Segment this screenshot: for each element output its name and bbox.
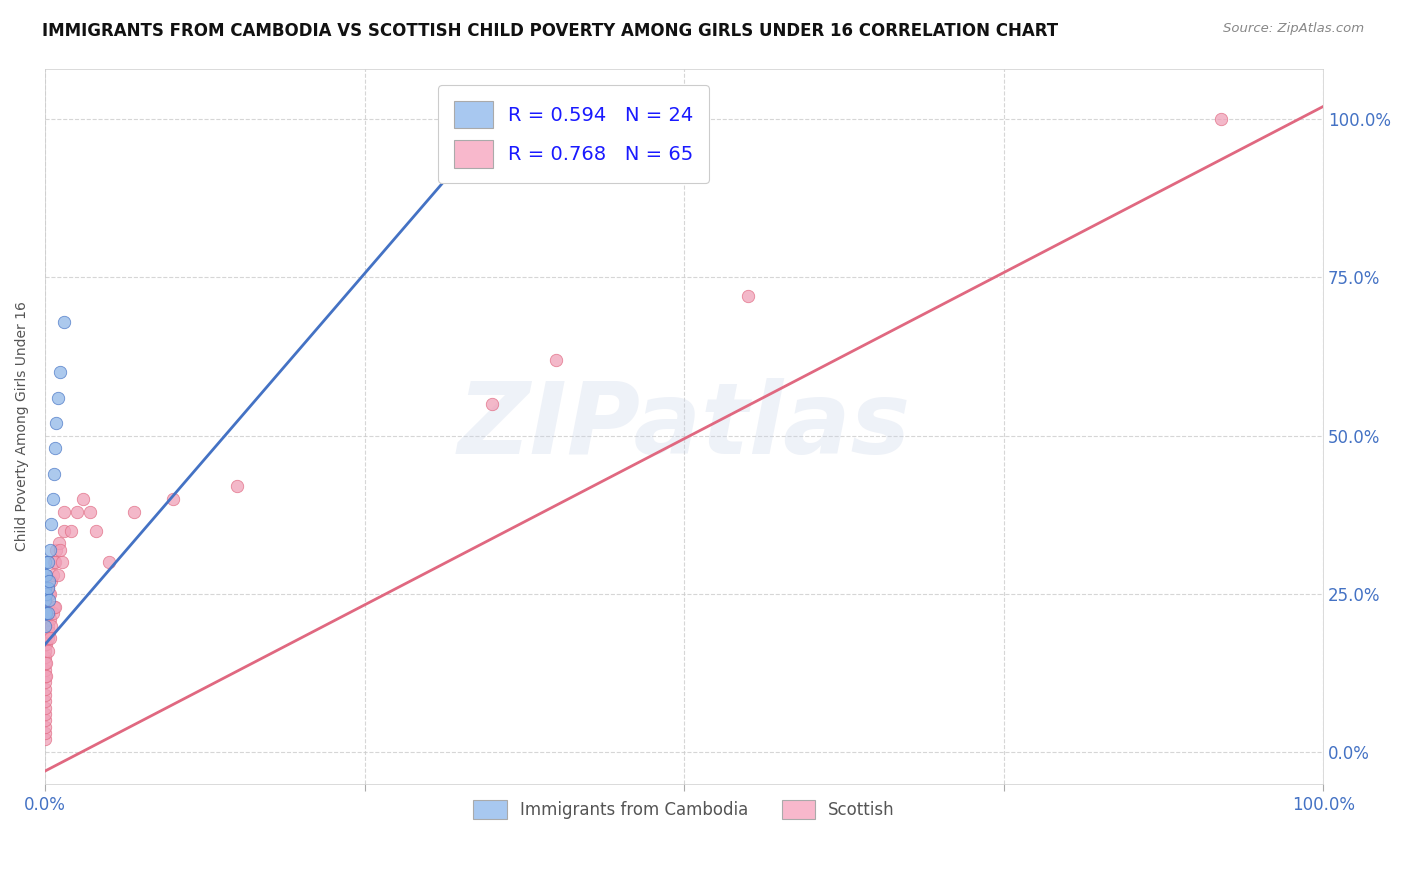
Point [34,618,56,632]
Point [48,536,70,550]
Point [34,631,56,645]
Point [84,524,107,538]
Legend: Immigrants from Cambodia, Scottish: Immigrants from Cambodia, Scottish [467,793,901,825]
Point [39,542,62,557]
Point [97,555,120,569]
Point [34,644,56,658]
Point [38,593,60,607]
Text: ZIPatlas: ZIPatlas [457,377,911,475]
Point [51,555,73,569]
Point [481,397,503,411]
Point [41,574,63,589]
Point [35,669,58,683]
Point [35,587,58,601]
Point [34,612,56,626]
Y-axis label: Child Poverty Among Girls Under 16: Child Poverty Among Girls Under 16 [15,301,30,551]
Point [37,581,59,595]
Point [35,624,58,639]
Point [443,162,465,177]
Point [34,726,56,740]
Point [37,581,59,595]
Point [59,524,82,538]
Point [41,618,63,632]
Point [42,599,65,614]
Point [41,491,63,506]
Text: IMMIGRANTS FROM CAMBODIA VS SCOTTISH CHILD POVERTY AMONG GIRLS UNDER 16 CORRELAT: IMMIGRANTS FROM CAMBODIA VS SCOTTISH CHI… [42,22,1059,40]
Point [41,517,63,532]
Point [737,289,759,303]
Point [1209,112,1232,127]
Point [34,657,56,671]
Point [34,707,56,722]
Point [34,700,56,714]
Point [53,315,76,329]
Point [79,505,101,519]
Point [34,732,56,747]
Point [42,467,65,481]
Point [38,606,60,620]
Point [37,631,59,645]
Point [44,599,66,614]
Point [34,618,56,632]
Point [124,505,146,519]
Point [34,624,56,639]
Point [35,638,58,652]
Point [44,555,66,569]
Point [41,567,63,582]
Point [53,505,76,519]
Point [546,352,568,367]
Point [34,663,56,677]
Point [225,479,247,493]
Point [37,555,59,569]
Point [41,606,63,620]
Point [44,442,66,456]
Point [34,720,56,734]
Point [49,542,72,557]
Point [34,638,56,652]
Point [39,587,62,601]
Point [38,574,60,589]
Point [34,650,56,665]
Point [162,491,184,506]
Point [37,618,59,632]
Point [37,644,59,658]
Point [72,491,94,506]
Point [45,542,67,557]
Point [38,587,60,601]
Point [42,555,65,569]
Point [35,606,58,620]
Point [34,606,56,620]
Point [53,524,76,538]
Text: Source: ZipAtlas.com: Source: ZipAtlas.com [1223,22,1364,36]
Point [34,555,56,569]
Point [49,365,72,379]
Point [34,675,56,690]
Point [37,606,59,620]
Point [46,567,69,582]
Point [37,599,59,614]
Point [35,567,58,582]
Point [38,624,60,639]
Point [34,681,56,696]
Point [34,567,56,582]
Point [66,505,89,519]
Point [34,593,56,607]
Point [35,657,58,671]
Point [34,581,56,595]
Point [45,416,67,430]
Point [46,391,69,405]
Point [39,631,62,645]
Point [35,587,58,601]
Point [34,669,56,683]
Point [39,612,62,626]
Point [34,694,56,708]
Point [34,688,56,702]
Point [34,714,56,728]
Point [35,606,58,620]
